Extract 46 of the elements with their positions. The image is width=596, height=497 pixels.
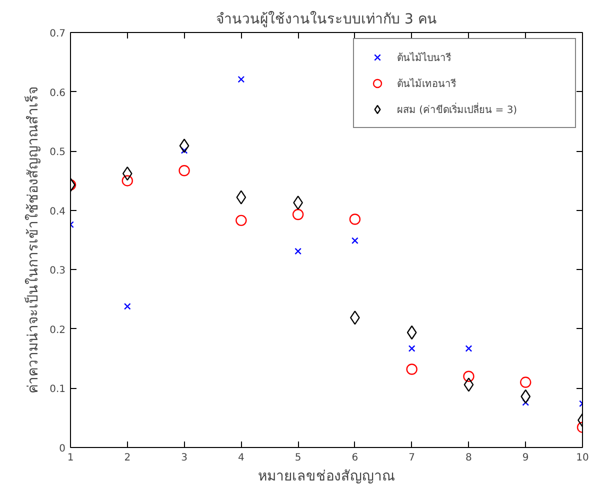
- y-tick-label: 0.3: [50, 266, 66, 277]
- y-tick-label: 0.1: [50, 384, 66, 396]
- x-tick-label: 4: [238, 452, 244, 464]
- point: [178, 165, 190, 176]
- legend-label: ผสม (ค่าขีดเริ่มเปลี่ยน = 3): [397, 102, 518, 116]
- point: [520, 389, 531, 404]
- y-axis-title: ค่าความน่าจะเป็นในการเข้าใช้ช่องสัญญาณสำเร็จ: [24, 86, 42, 394]
- x-tick-label: 9: [522, 452, 529, 464]
- y-tick-label: 0.4: [50, 206, 66, 218]
- point: [520, 376, 532, 388]
- y-tick-label: 0.5: [50, 147, 66, 158]
- point: [236, 214, 247, 226]
- legend-label: ต้นไม้ไบนารี: [397, 51, 452, 64]
- x-tick-label: 3: [181, 452, 188, 464]
- point: [124, 302, 131, 310]
- x-tick-label: 8: [466, 452, 472, 464]
- point: [465, 345, 472, 352]
- point: [122, 166, 132, 181]
- point: [236, 190, 246, 204]
- point: [522, 399, 530, 406]
- x-axis-title: หมายเลขช่องสัญญาณ: [258, 468, 395, 484]
- point: [408, 345, 416, 352]
- point: [406, 364, 418, 375]
- x-tick-label: 1: [67, 452, 74, 464]
- point: [463, 370, 474, 382]
- point: [294, 248, 302, 255]
- x-tick-label: 5: [294, 452, 302, 464]
- y-tick-label: 0.2: [50, 324, 66, 336]
- chart-title: จำนวนผู้ใช้งานในระบบเท่ากับ 3 คน: [216, 10, 437, 28]
- point: [406, 325, 417, 340]
- point: [352, 237, 358, 244]
- y-tick-label: 0.7: [50, 28, 66, 40]
- x-tick-label: 2: [124, 452, 131, 464]
- x-tick-label: 7: [408, 452, 416, 464]
- point: [180, 147, 188, 154]
- y-tick-label: 0.6: [50, 88, 66, 99]
- legend-label: ต้นไม้เทอนารี: [397, 77, 457, 90]
- point: [179, 138, 190, 153]
- point: [238, 76, 245, 83]
- y-tick-label: 0: [59, 444, 66, 454]
- x-tick-label: 10: [576, 452, 589, 464]
- point: [349, 214, 361, 225]
- point: [122, 175, 133, 186]
- point: [464, 378, 474, 392]
- point: [292, 208, 304, 220]
- x-tick-label: 6: [352, 452, 358, 464]
